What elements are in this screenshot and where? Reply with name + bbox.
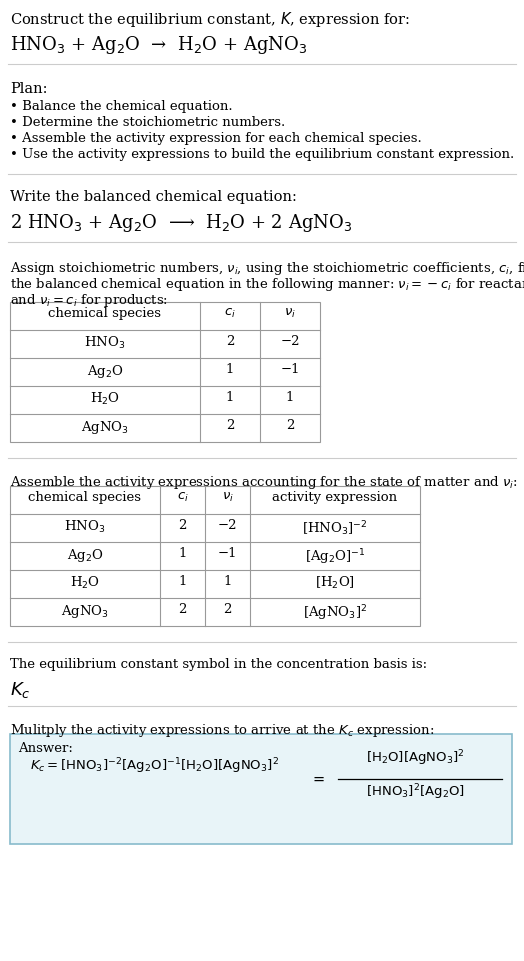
Text: −2: −2 bbox=[280, 335, 300, 348]
Text: • Balance the chemical equation.: • Balance the chemical equation. bbox=[10, 100, 233, 113]
Text: • Assemble the activity expression for each chemical species.: • Assemble the activity expression for e… bbox=[10, 132, 422, 145]
Text: AgNO$_3$: AgNO$_3$ bbox=[81, 419, 129, 436]
Text: AgNO$_3$: AgNO$_3$ bbox=[61, 603, 109, 620]
Text: 1: 1 bbox=[226, 391, 234, 404]
Text: 2: 2 bbox=[286, 419, 294, 432]
Text: 1: 1 bbox=[223, 575, 232, 588]
Text: HNO$_3$: HNO$_3$ bbox=[64, 519, 106, 535]
Text: and $\nu_i = c_i$ for products:: and $\nu_i = c_i$ for products: bbox=[10, 292, 168, 309]
Text: 1: 1 bbox=[286, 391, 294, 404]
FancyBboxPatch shape bbox=[10, 302, 320, 442]
Text: $[\mathrm{H_2O}][\mathrm{AgNO_3}]^2$: $[\mathrm{H_2O}][\mathrm{AgNO_3}]^2$ bbox=[366, 749, 464, 768]
Text: the balanced chemical equation in the following manner: $\nu_i = -c_i$ for react: the balanced chemical equation in the fo… bbox=[10, 276, 524, 293]
FancyBboxPatch shape bbox=[10, 734, 512, 844]
Text: 2: 2 bbox=[226, 419, 234, 432]
Text: $[\mathrm{HNO_3}]^2[\mathrm{Ag_2O}]$: $[\mathrm{HNO_3}]^2[\mathrm{Ag_2O}]$ bbox=[366, 782, 464, 801]
Text: Plan:: Plan: bbox=[10, 82, 48, 96]
Text: 2: 2 bbox=[223, 603, 232, 616]
Text: The equilibrium constant symbol in the concentration basis is:: The equilibrium constant symbol in the c… bbox=[10, 658, 427, 671]
Text: Mulitply the activity expressions to arrive at the $K_c$ expression:: Mulitply the activity expressions to arr… bbox=[10, 722, 434, 739]
Text: HNO$_3$: HNO$_3$ bbox=[84, 335, 126, 351]
Text: chemical species: chemical species bbox=[49, 307, 161, 320]
Text: $c_i$: $c_i$ bbox=[177, 491, 189, 505]
Text: H$_2$O: H$_2$O bbox=[70, 575, 100, 591]
Text: activity expression: activity expression bbox=[272, 491, 398, 504]
Text: [Ag$_2$O]$^{-1}$: [Ag$_2$O]$^{-1}$ bbox=[305, 547, 365, 567]
Text: Ag$_2$O: Ag$_2$O bbox=[67, 547, 103, 564]
Text: $=$: $=$ bbox=[310, 772, 326, 786]
Text: 2 HNO$_3$ + Ag$_2$O  ⟶  H$_2$O + 2 AgNO$_3$: 2 HNO$_3$ + Ag$_2$O ⟶ H$_2$O + 2 AgNO$_3… bbox=[10, 212, 352, 234]
Text: Write the balanced chemical equation:: Write the balanced chemical equation: bbox=[10, 190, 297, 204]
Text: [AgNO$_3$]$^2$: [AgNO$_3$]$^2$ bbox=[303, 603, 367, 623]
Text: Ag$_2$O: Ag$_2$O bbox=[86, 363, 123, 380]
Text: 2: 2 bbox=[178, 603, 187, 616]
Text: H$_2$O: H$_2$O bbox=[90, 391, 120, 407]
FancyBboxPatch shape bbox=[10, 486, 420, 626]
Text: 1: 1 bbox=[178, 575, 187, 588]
Text: $c_i$: $c_i$ bbox=[224, 307, 236, 320]
Text: Answer:: Answer: bbox=[18, 742, 73, 755]
Text: [H$_2$O]: [H$_2$O] bbox=[315, 575, 355, 591]
Text: • Use the activity expressions to build the equilibrium constant expression.: • Use the activity expressions to build … bbox=[10, 148, 514, 161]
Text: $\nu_i$: $\nu_i$ bbox=[284, 307, 296, 320]
Text: [HNO$_3$]$^{-2}$: [HNO$_3$]$^{-2}$ bbox=[302, 519, 368, 538]
Text: HNO$_3$ + Ag$_2$O  →  H$_2$O + AgNO$_3$: HNO$_3$ + Ag$_2$O → H$_2$O + AgNO$_3$ bbox=[10, 34, 307, 56]
Text: $\nu_i$: $\nu_i$ bbox=[222, 491, 234, 505]
Text: Construct the equilibrium constant, $K$, expression for:: Construct the equilibrium constant, $K$,… bbox=[10, 10, 410, 29]
Text: $K_c = [\mathrm{HNO_3}]^{-2}[\mathrm{Ag_2O}]^{-1}[\mathrm{H_2O}][\mathrm{AgNO_3}: $K_c = [\mathrm{HNO_3}]^{-2}[\mathrm{Ag_… bbox=[30, 756, 279, 776]
Text: $K_c$: $K_c$ bbox=[10, 680, 30, 700]
Text: −1: −1 bbox=[218, 547, 237, 560]
Text: −1: −1 bbox=[280, 363, 300, 376]
Text: 1: 1 bbox=[178, 547, 187, 560]
Text: 2: 2 bbox=[178, 519, 187, 532]
Text: 2: 2 bbox=[226, 335, 234, 348]
Text: Assign stoichiometric numbers, $\nu_i$, using the stoichiometric coefficients, $: Assign stoichiometric numbers, $\nu_i$, … bbox=[10, 260, 524, 277]
Text: chemical species: chemical species bbox=[28, 491, 141, 504]
Text: −2: −2 bbox=[218, 519, 237, 532]
Text: Assemble the activity expressions accounting for the state of matter and $\nu_i$: Assemble the activity expressions accoun… bbox=[10, 474, 518, 491]
Text: 1: 1 bbox=[226, 363, 234, 376]
Text: • Determine the stoichiometric numbers.: • Determine the stoichiometric numbers. bbox=[10, 116, 285, 129]
